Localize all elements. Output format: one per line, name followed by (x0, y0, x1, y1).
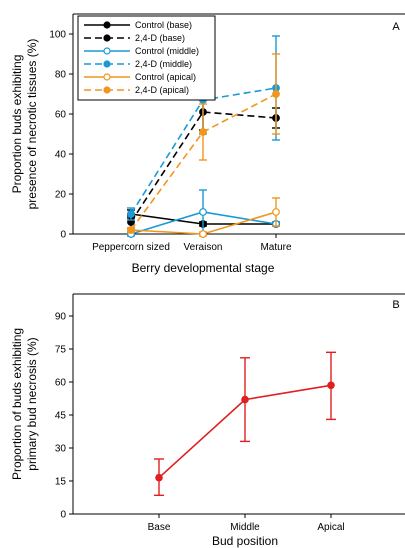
panel-b-label: B (392, 299, 399, 311)
panel-a-y-axis-title-line2: presence of necrotic tissues (%) (25, 39, 39, 210)
panel-a-data-point (127, 210, 135, 218)
panel-a-legend-label: Control (base) (135, 20, 192, 30)
panel-a-legend-label: Control (middle) (135, 46, 199, 56)
panel-a-data-point (199, 230, 207, 238)
panel-b-x-tick-label: Middle (230, 522, 260, 533)
panel-b-y-tick-label: 0 (60, 510, 66, 521)
panel-b-y-tick-label: 30 (55, 444, 67, 455)
panel-b-x-tick-label: Apical (317, 522, 344, 533)
panel-b-y-axis-title-line2: primary bud necrosis (%) (25, 337, 39, 470)
panel-b-y-tick-label: 60 (55, 378, 67, 389)
panel-a-legend-marker (103, 47, 111, 55)
panel-b-x-axis-title: Bud position (212, 534, 278, 548)
panel-a-data-point (127, 226, 135, 234)
panel-a-legend-label: 2,4-D (apical) (135, 85, 189, 95)
panel-a-y-axis-title-line1: Proportion buds exhibiting (10, 55, 24, 194)
panel-a-y-tick-label: 20 (55, 190, 67, 201)
panel-a-legend-label: 2,4-D (base) (135, 33, 185, 43)
panel-a-y-tick-label: 80 (55, 70, 67, 81)
panel-a-legend-label: 2,4-D (middle) (135, 59, 192, 69)
panel-a-data-point (199, 128, 207, 136)
panel-b-y-tick-label: 45 (55, 411, 67, 422)
panel-a-legend-marker (103, 60, 111, 68)
panel-a-x-axis-title: Berry developmental stage (132, 261, 275, 275)
panel-a-x-tick-label: Mature (260, 242, 292, 253)
panel-a-y-tick-label: 0 (60, 230, 66, 241)
panel-a-y-tick-label: 40 (55, 150, 67, 161)
panel-a-x-tick-label: Veraison (184, 242, 223, 253)
panel-a-series-line (130, 111, 277, 223)
panel-b-x-tick-label: Base (148, 522, 171, 533)
panel-a-y-tick-label: 60 (55, 110, 67, 121)
panel-b-data-point (327, 381, 335, 390)
panel-a-legend-marker (103, 73, 111, 81)
panel-b-y-axis-title-line1: Proportion of buds exhibiting (10, 328, 24, 480)
panel-a-x-tick-label: Peppercorn sized (92, 242, 170, 253)
panel-b-y-tick-label: 75 (55, 345, 67, 356)
panel-a-label: A (392, 21, 400, 33)
panel-a-data-point (272, 208, 280, 216)
panel-a-legend-marker (103, 34, 111, 42)
panel-a-data-point (272, 90, 280, 98)
panel-a-legend-marker (103, 86, 111, 94)
panel-a-legend-label: Control (apical) (135, 72, 196, 82)
panel-a-legend-marker (103, 21, 111, 29)
panel-a-data-point (199, 208, 207, 216)
panel-b-data-point (155, 473, 163, 482)
panel-b-data-point (241, 395, 249, 404)
panel-a-legend-box (77, 15, 216, 101)
panel-b-y-tick-label: 90 (55, 312, 67, 323)
panel-b-y-tick-label: 15 (55, 477, 67, 488)
panel-a-y-tick-label: 100 (49, 30, 66, 41)
